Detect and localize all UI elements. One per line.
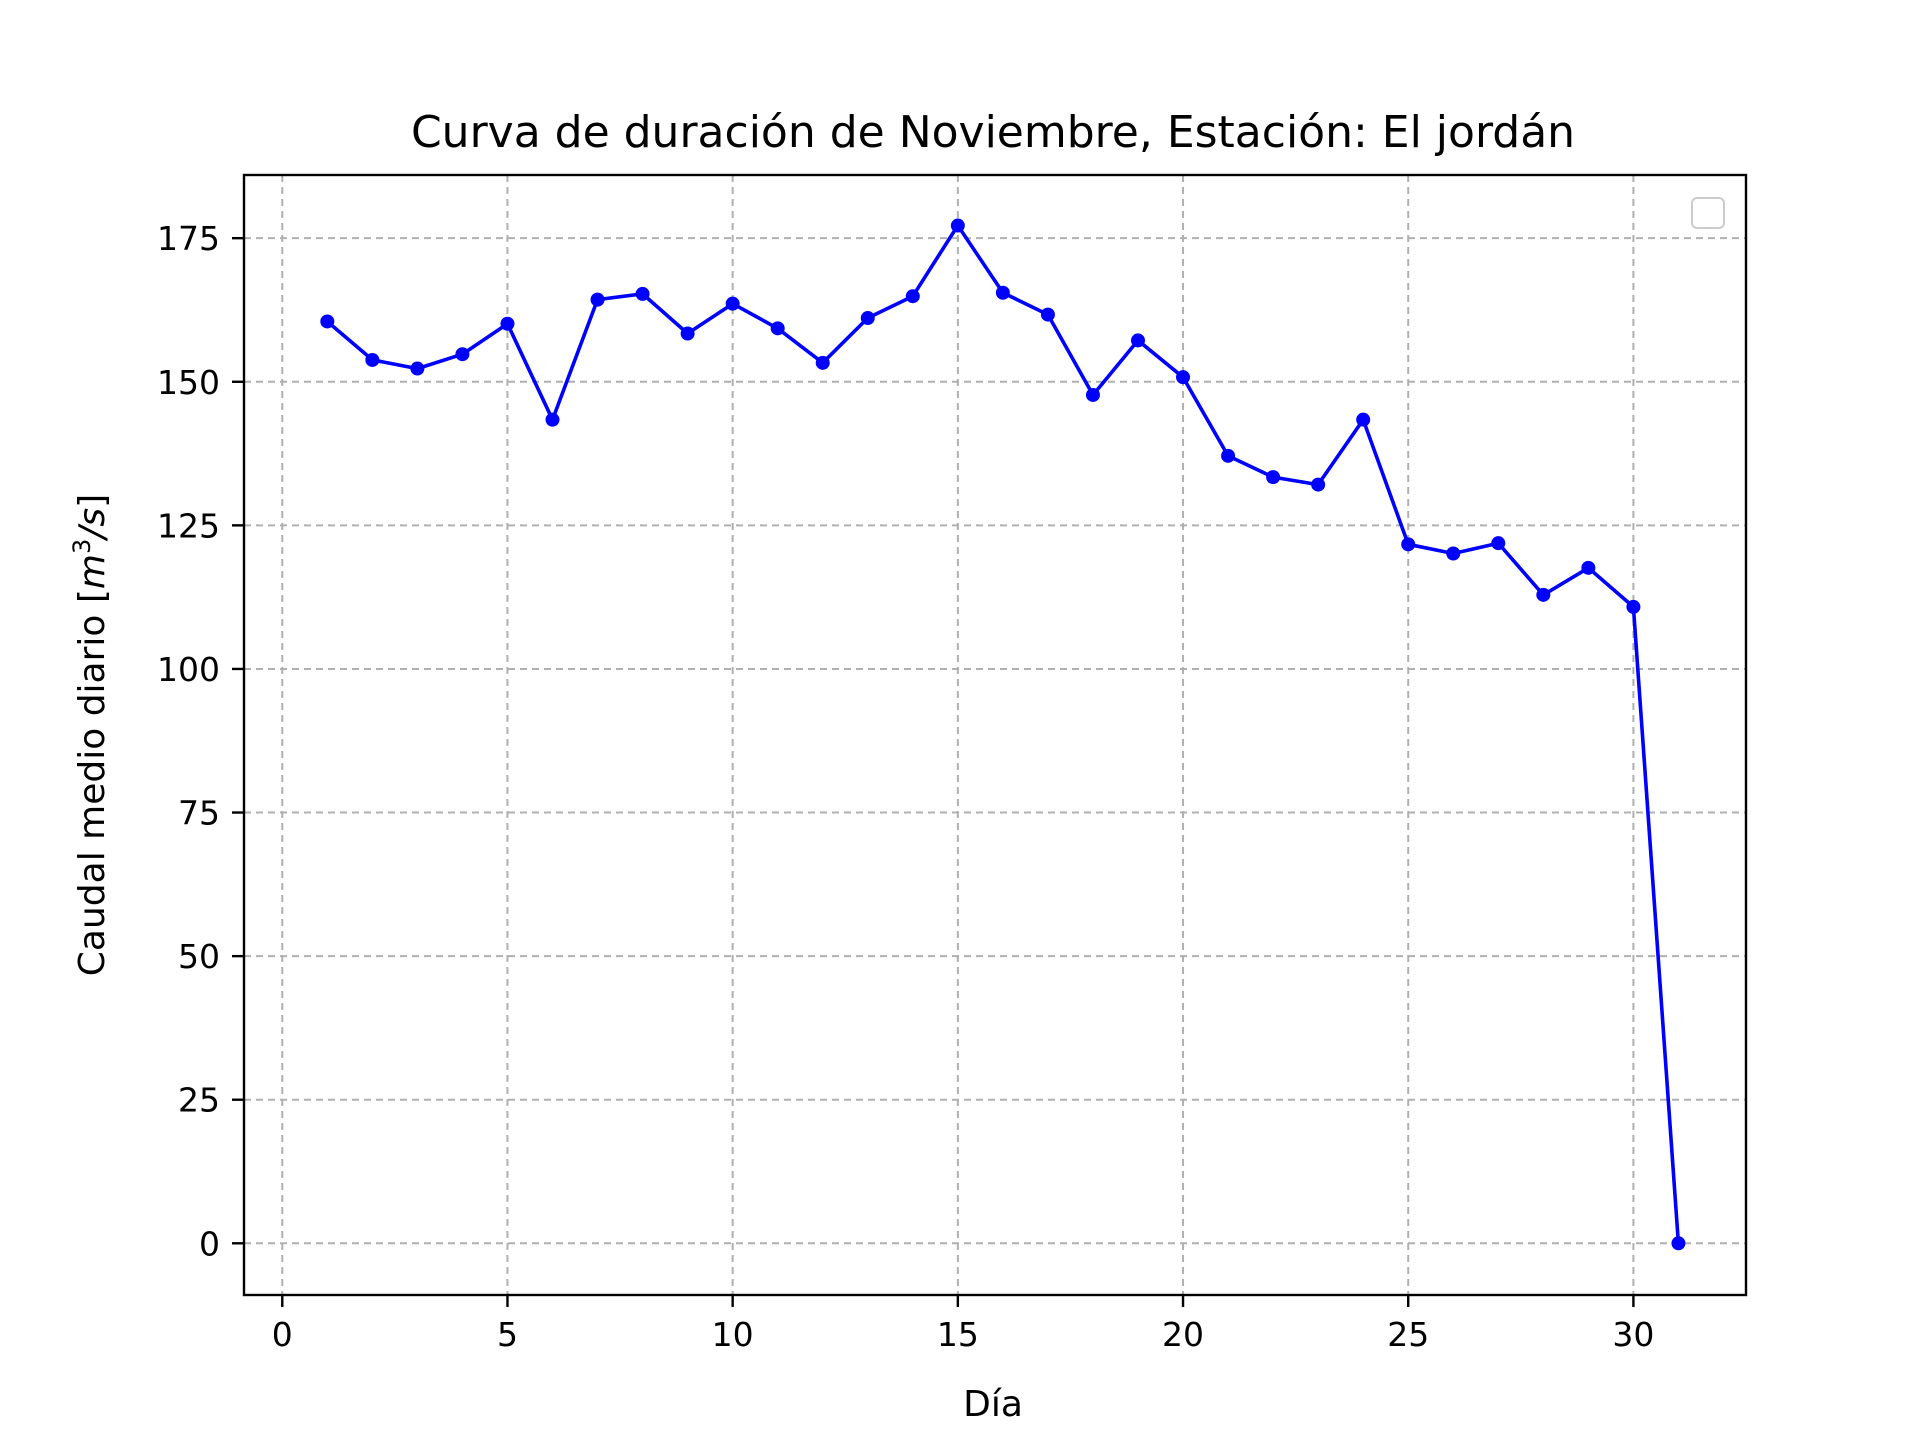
grid: [244, 175, 1746, 1295]
x-tick-label: 0: [272, 1315, 293, 1354]
data-point: [1311, 477, 1326, 492]
y-tick-label: 50: [178, 937, 220, 976]
chart-title: Curva de duración de Noviembre, Estación…: [411, 107, 1575, 158]
data-point: [1176, 370, 1191, 385]
x-tick-label: 20: [1162, 1315, 1204, 1354]
data-point: [500, 316, 515, 331]
data-point: [680, 326, 695, 341]
x-tick-label: 15: [937, 1315, 979, 1354]
data-point: [1266, 470, 1281, 485]
data-point: [995, 285, 1010, 300]
y-tick-label: 150: [157, 363, 220, 402]
data-point: [1626, 599, 1641, 614]
y-axis-label-main: Caudal medio diario [: [72, 589, 113, 976]
data-point: [860, 311, 875, 326]
data-point: [1491, 536, 1506, 551]
data-point: [815, 355, 830, 370]
data-point: [905, 289, 920, 304]
data-point: [590, 292, 605, 307]
legend-box: [1691, 197, 1725, 229]
x-axis-label: Día: [963, 1384, 1023, 1425]
series-line: [326, 223, 1681, 1244]
y-tick-label: 25: [178, 1081, 220, 1120]
y-tick-label: 125: [157, 506, 220, 545]
data-point: [1401, 537, 1416, 552]
series-layer: [320, 218, 1686, 1251]
y-axis-label-unit-tail: /s: [72, 508, 113, 542]
data-point: [1671, 1236, 1686, 1251]
y-axis-label-unit-exp: 3: [68, 539, 96, 554]
y-tick-label: 175: [157, 219, 220, 258]
data-point: [950, 218, 965, 233]
x-tick-label: 10: [712, 1315, 754, 1354]
data-point: [1446, 546, 1461, 561]
y-axis-label: Caudal medio diario [m3/s]: [68, 494, 113, 976]
x-tick-label: 30: [1612, 1315, 1654, 1354]
data-point: [320, 314, 335, 329]
plot-frame: [242, 173, 1748, 1297]
data-point: [1581, 560, 1596, 575]
x-tick-label: 5: [497, 1315, 518, 1354]
y-axis-ticks: 0 25 50 75 100 125 150 175: [157, 219, 244, 1263]
data-point: [455, 347, 470, 362]
data-point: [365, 352, 380, 367]
y-axis-label-unit-base: m: [72, 554, 113, 589]
data-point: [1221, 448, 1236, 463]
y-tick-label: 0: [199, 1224, 220, 1263]
data-point: [635, 286, 650, 301]
x-axis-ticks: 0 5 10 15 20 25 30: [272, 1295, 1654, 1354]
data-point: [1130, 333, 1145, 348]
x-tick-label: 25: [1387, 1315, 1429, 1354]
data-point: [1040, 307, 1055, 322]
data-point: [770, 321, 785, 336]
y-axis-label-close: ]: [72, 494, 113, 508]
data-point: [1085, 387, 1100, 402]
y-tick-label: 75: [178, 794, 220, 833]
data-point: [410, 361, 425, 376]
y-tick-label: 100: [157, 650, 220, 689]
data-point: [545, 412, 560, 427]
data-point: [1536, 587, 1551, 602]
data-point: [725, 296, 740, 311]
data-point: [1356, 412, 1371, 427]
